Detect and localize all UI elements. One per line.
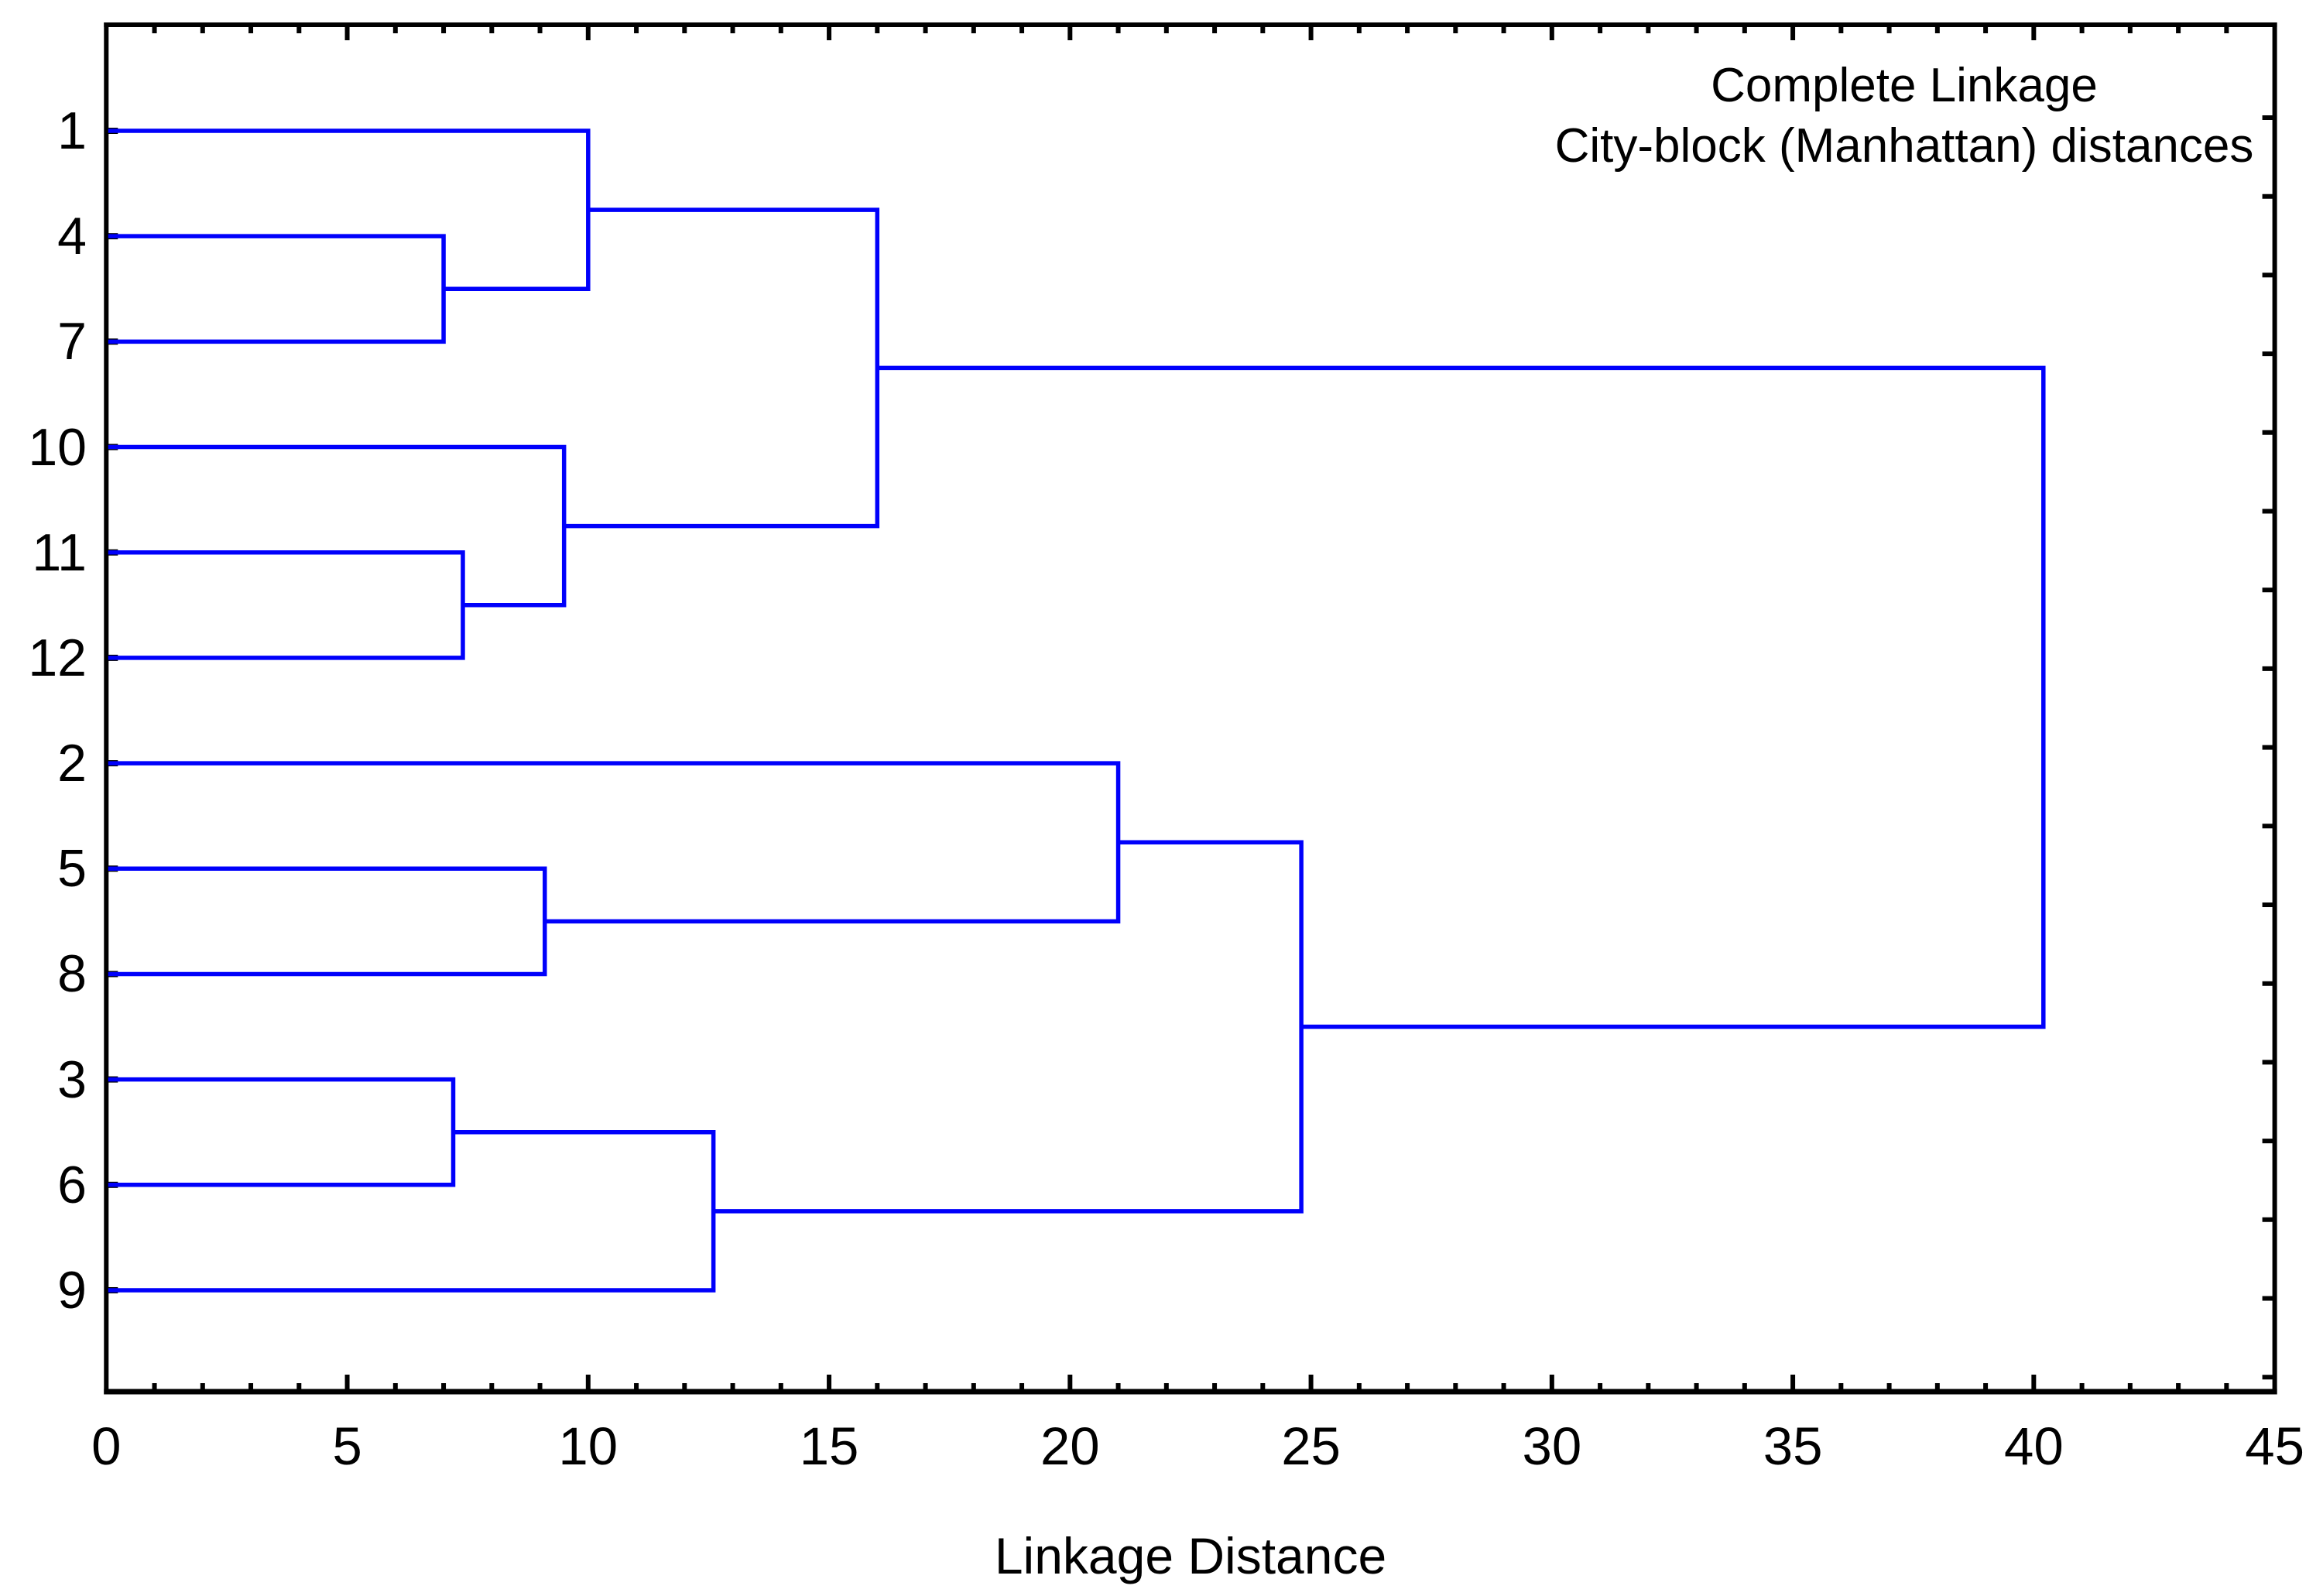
x-tick-label-5: 5: [332, 1416, 362, 1476]
leaf-label-8: 8: [57, 944, 87, 1004]
leaf-label-3: 3: [57, 1050, 87, 1109]
x-tick-label-25: 25: [1281, 1416, 1341, 1476]
x-tick-label-45: 45: [2245, 1416, 2304, 1476]
cluster-link-E: [564, 207, 880, 529]
cluster-link-D: [108, 444, 567, 608]
x-tick-label-10: 10: [558, 1416, 618, 1476]
leaf-label-2: 2: [57, 734, 87, 793]
cluster-link-H: [108, 1077, 456, 1187]
chart-title-block: Complete Linkage City-block (Manhattan) …: [1362, 56, 2323, 176]
cluster-link-B: [108, 128, 591, 292]
cluster-link-I: [108, 1129, 716, 1293]
cluster-link-C: [108, 550, 465, 660]
leaf-label-4: 4: [57, 207, 87, 266]
x-tick-label-35: 35: [1763, 1416, 1823, 1476]
leaf-label-1: 1: [57, 101, 87, 160]
leaf-label-11: 11: [32, 522, 87, 582]
x-axis-title: Linkage Distance: [994, 1527, 1387, 1584]
x-tick-label-40: 40: [2003, 1416, 2064, 1476]
chart-title: Complete Linkage: [1711, 59, 2098, 112]
cluster-link-G: [108, 761, 1121, 924]
leaf-label-12: 12: [28, 628, 87, 687]
leaf-label-7: 7: [57, 312, 87, 372]
cluster-link-J: [713, 840, 1304, 1214]
chart-subtitle: City-block (Manhattan) distances: [1554, 119, 2254, 173]
leaf-label-5: 5: [57, 839, 87, 899]
leaf-label-6: 6: [57, 1155, 87, 1214]
cluster-link-K: [877, 365, 2046, 1029]
leaf-label-9: 9: [57, 1260, 87, 1320]
x-tick-label-20: 20: [1040, 1416, 1100, 1476]
cluster-link-A: [108, 234, 446, 344]
x-tick-label-15: 15: [799, 1416, 859, 1476]
leaf-label-10: 10: [28, 417, 87, 477]
cluster-link-F: [108, 866, 547, 977]
x-tick-label-0: 0: [91, 1416, 122, 1476]
x-tick-label-30: 30: [1522, 1416, 1582, 1476]
